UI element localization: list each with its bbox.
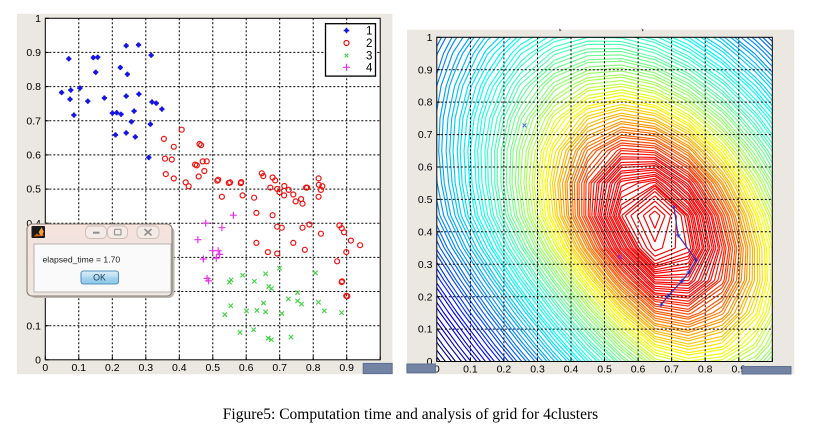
svg-text:1: 1: [366, 26, 372, 38]
svg-text:0.7: 0.7: [272, 362, 287, 374]
svg-text:2: 2: [366, 38, 372, 50]
svg-text:0.1: 0.1: [418, 324, 433, 336]
svg-text:0.6: 0.6: [631, 364, 646, 376]
svg-text:0.3: 0.3: [530, 364, 545, 376]
svg-text:elapsed_time = 1.70: elapsed_time = 1.70: [43, 255, 121, 265]
svg-text:0.2: 0.2: [418, 291, 433, 303]
svg-text:0.1: 0.1: [463, 364, 478, 376]
svg-text:0.9: 0.9: [418, 64, 433, 76]
svg-text:0.6: 0.6: [26, 150, 41, 162]
svg-text:4: 4: [366, 63, 373, 75]
svg-text:0.3: 0.3: [418, 259, 433, 271]
svg-text:0: 0: [427, 356, 433, 368]
svg-text:0.5: 0.5: [418, 194, 433, 206]
svg-text:0.8: 0.8: [418, 97, 433, 109]
svg-text:OK: OK: [93, 273, 106, 283]
svg-text:0.5: 0.5: [597, 364, 612, 376]
svg-text:0.1: 0.1: [71, 362, 86, 374]
svg-text:0.7: 0.7: [664, 364, 679, 376]
svg-text:0.8: 0.8: [26, 81, 41, 93]
svg-text:0.4: 0.4: [564, 364, 579, 376]
svg-text:0.1: 0.1: [26, 320, 41, 332]
svg-text:0.7: 0.7: [418, 129, 433, 141]
svg-text:0.5: 0.5: [205, 362, 220, 374]
svg-text:0.8: 0.8: [306, 362, 321, 374]
svg-text:0.4: 0.4: [172, 362, 187, 374]
svg-text:0: 0: [434, 364, 440, 376]
svg-text:3: 3: [366, 51, 372, 63]
svg-text:0.7: 0.7: [26, 115, 41, 127]
svg-text:1: 1: [427, 32, 433, 44]
svg-text:0.6: 0.6: [239, 362, 254, 374]
svg-text:0.6: 0.6: [418, 162, 433, 174]
svg-text:1: 1: [35, 13, 41, 25]
svg-text:0: 0: [35, 354, 41, 366]
svg-text:0.5: 0.5: [26, 184, 41, 196]
svg-text:0: 0: [42, 362, 48, 374]
svg-text:0.2: 0.2: [497, 364, 512, 376]
svg-text:0.9: 0.9: [26, 47, 41, 59]
svg-text:0.8: 0.8: [698, 364, 713, 376]
svg-text:0.4: 0.4: [418, 226, 433, 238]
svg-text:0.9: 0.9: [339, 362, 354, 374]
svg-text:0.2: 0.2: [105, 362, 120, 374]
svg-text:0.3: 0.3: [138, 362, 153, 374]
